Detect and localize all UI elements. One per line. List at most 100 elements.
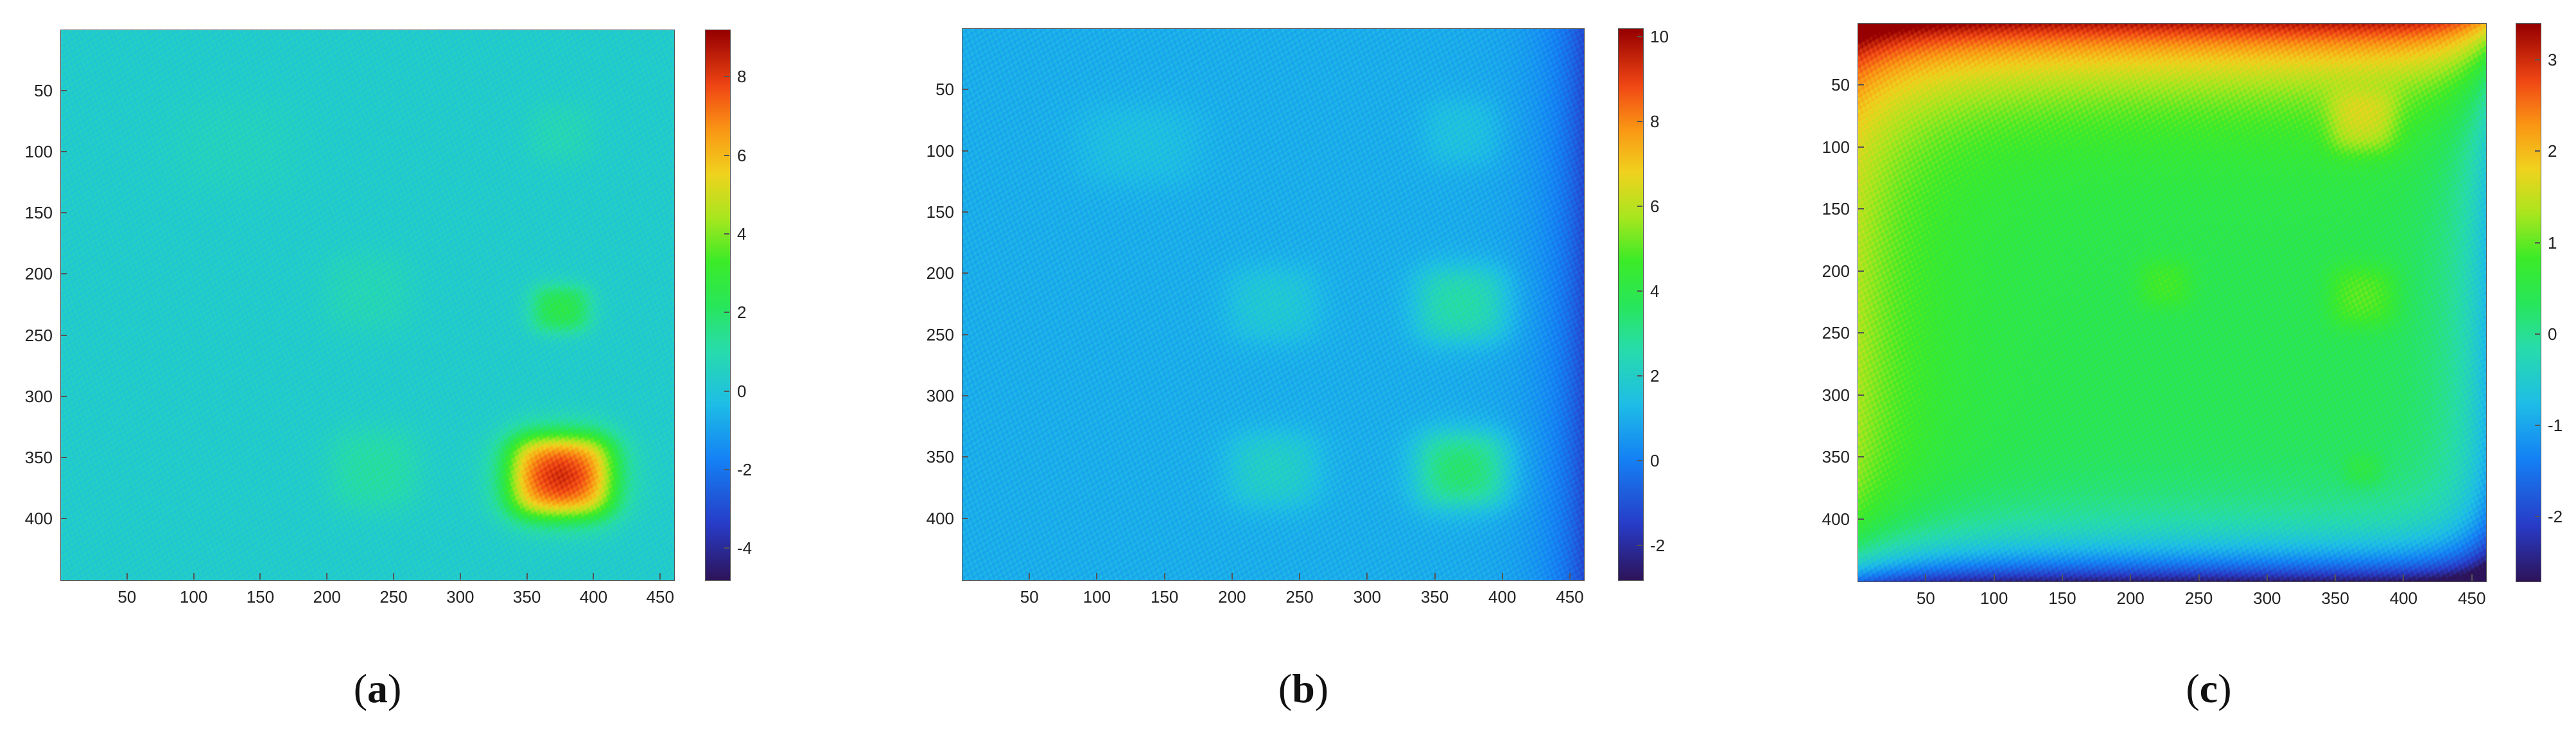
x-tick-label: 350 [1420,587,1449,607]
colorbar-tick-label: 6 [737,145,747,165]
colorbar-tick-mark [1637,206,1642,208]
x-tick-mark [1231,573,1233,580]
x-tick-mark [1029,573,1031,580]
colorbar-tick-label: 4 [1650,281,1660,301]
colorbar-tick-label: 2 [2548,141,2557,161]
heatmap-c-colorbar-canvas [2516,24,2541,581]
y-tick-label: 100 [1822,137,1850,157]
heatmap-c-canvas [1858,24,2486,581]
y-tick-label: 200 [24,264,53,284]
y-tick-mark [60,90,67,92]
heatmap-b-colorbar-canvas [1619,29,1643,580]
colorbar-tick-label: 8 [1650,112,1660,132]
y-tick-label: 150 [24,203,53,223]
colorbar-tick-mark [724,312,729,314]
y-tick-mark [60,395,67,397]
x-tick-label: 100 [1083,587,1111,607]
x-tick-mark [259,573,261,580]
heatmap-a-colorbar-canvas [706,30,730,580]
colorbar-tick-mark [1637,375,1642,377]
x-tick-label: 400 [1488,587,1517,607]
colorbar-tick-mark [724,233,729,235]
x-tick-label: 100 [179,587,208,607]
x-tick-label: 300 [1353,587,1381,607]
colorbar-tick-label: 0 [2548,324,2557,344]
colorbar-tick-mark [2535,425,2540,427]
colorbar-tick-mark [724,76,729,78]
colorbar-tick-label: -2 [737,459,753,479]
y-tick-label: 200 [1822,261,1850,281]
x-tick-mark [1366,573,1368,580]
x-tick-mark [126,573,128,580]
y-tick-label: 50 [936,80,954,100]
x-tick-mark [2198,574,2200,581]
colorbar-tick-mark [2535,150,2540,152]
y-tick-mark [60,273,67,275]
x-tick-label: 150 [246,587,275,607]
y-tick-mark [60,456,67,458]
x-tick-label: 300 [2253,589,2281,608]
colorbar-tick-label: 2 [737,303,747,323]
y-tick-mark [60,517,67,519]
x-tick-mark [1925,574,1927,581]
x-tick-mark [393,573,395,580]
colorbar-tick-label: -1 [2548,416,2563,436]
heatmap-b-plot [962,28,1585,581]
colorbar-tick-label: 2 [1650,366,1660,386]
panel-c-caption: (c) [2186,666,2232,711]
x-tick-label: 50 [117,587,137,607]
x-tick-mark [1299,573,1301,580]
x-tick-mark [1569,573,1571,580]
y-tick-mark [1858,456,1864,458]
y-tick-label: 50 [34,81,53,101]
colorbar-tick-mark [724,547,729,549]
y-tick-mark [962,456,968,458]
x-tick-label: 150 [2048,589,2076,608]
colorbar-tick-mark [1637,545,1642,547]
y-tick-label: 100 [24,142,53,162]
colorbar-tick-mark [2535,58,2540,60]
x-tick-label: 150 [1150,587,1179,607]
x-tick-label: 400 [2389,589,2418,608]
y-tick-label: 300 [24,386,53,406]
y-tick-mark [60,334,67,336]
y-tick-mark [962,211,968,213]
x-tick-mark [1501,573,1503,580]
y-tick-label: 50 [1831,75,1850,95]
heatmap-a-colorbar [705,30,731,581]
y-tick-label: 150 [926,202,954,222]
colorbar-tick-label: -2 [1650,536,1666,556]
x-tick-label: 450 [2458,589,2486,608]
y-tick-mark [962,517,968,519]
x-tick-label: 200 [313,587,341,607]
colorbar-tick-label: -2 [2548,507,2563,527]
x-tick-mark [2061,574,2063,581]
panel-a-caption: (a) [353,666,402,711]
heatmap-a-plot [60,30,675,581]
colorbar-tick-mark [1637,290,1642,292]
colorbar-tick-mark [1637,121,1642,123]
x-tick-label: 100 [1980,589,2008,608]
colorbar-tick-label: 3 [2548,49,2557,69]
x-tick-label: 50 [1916,589,1935,608]
x-tick-mark [326,573,328,580]
colorbar-tick-label: 0 [737,381,747,401]
y-tick-label: 350 [24,447,53,467]
x-tick-label: 250 [2184,589,2213,608]
colorbar-tick-label: 4 [737,224,747,244]
x-tick-label: 250 [379,587,408,607]
y-tick-mark [962,150,968,152]
y-tick-mark [962,395,968,396]
y-tick-mark [1858,146,1864,148]
x-tick-mark [193,573,195,580]
colorbar-tick-label: 6 [1650,197,1660,217]
colorbar-tick-label: 10 [1650,27,1669,47]
x-tick-mark [2266,574,2268,581]
y-tick-label: 350 [926,447,954,467]
x-tick-label: 200 [2116,589,2145,608]
y-tick-label: 400 [926,508,954,528]
colorbar-tick-mark [724,390,729,392]
y-tick-label: 400 [24,508,53,528]
y-tick-mark [60,151,67,153]
colorbar-tick-label: 0 [1650,451,1660,471]
